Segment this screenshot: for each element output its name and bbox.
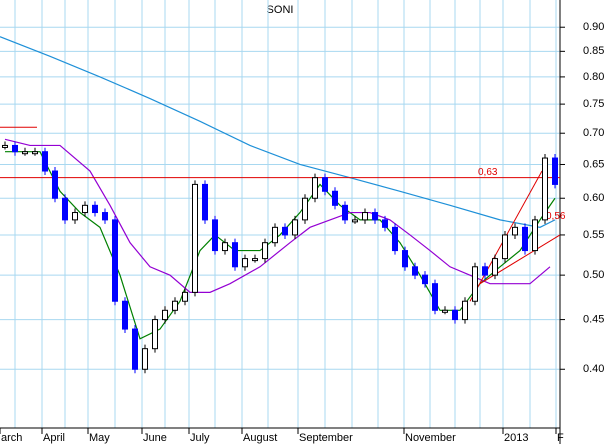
price-candle [352,219,358,223]
price-candle [102,212,108,221]
y-tick-label: 0.90 [583,21,604,33]
price-candle [22,151,28,155]
price-candle [462,300,468,321]
price-candle [242,258,248,268]
price-candle [452,309,458,321]
price-candle [92,204,98,214]
price-candle [112,219,118,302]
x-tick-label: August [243,432,277,444]
price-candle [152,319,158,350]
price-candle [422,274,428,285]
y-tick-label: 0.70 [583,127,604,139]
moving-average [5,151,556,340]
price-candle [282,226,288,236]
y-tick-label: 0.80 [583,71,604,83]
price-candle [502,234,508,260]
price-candle [262,242,268,260]
price-candle [62,197,68,221]
price-candle [192,183,198,293]
price-candle [2,144,8,148]
price-candle [72,212,78,221]
y-tick-label: 0.45 [583,313,604,325]
price-candle [412,266,418,276]
price-candle [532,219,538,252]
x-tick-label: May [89,432,110,444]
line-label: 0,56 [546,211,566,222]
y-tick-label: 0.60 [583,192,604,204]
price-candle [472,266,478,302]
price-candle [12,144,18,153]
price-candle [482,266,488,276]
price-candle [182,291,188,302]
price-candle [32,151,38,155]
price-candle [512,226,518,236]
x-tick-label: September [299,432,353,444]
price-candle [342,204,348,221]
price-candle [162,309,168,321]
price-candle [172,300,178,311]
price-candle [222,242,228,252]
price-candle [522,226,528,252]
price-candle [372,212,378,221]
price-candle [392,226,398,252]
x-tick-label: April [43,432,65,444]
x-tick-label: November [405,432,456,444]
price-candle [362,212,368,221]
price-candle [252,258,258,262]
price-candle [322,177,328,192]
moving-average [4,138,551,293]
price-candle [382,219,388,228]
price-candle [302,197,308,221]
price-candle [132,328,138,370]
price-candle [292,219,298,236]
price-candle [542,157,548,221]
price-candle [442,309,448,313]
price-candle [42,151,48,172]
price-candle [82,204,88,214]
x-tick-label: 2013 [504,432,528,444]
y-tick-label: 0.50 [583,269,604,281]
chart-title: SONI [267,4,294,16]
y-tick-label: 0.40 [583,363,604,375]
line-label: 0,63 [478,167,498,178]
price-candle [52,170,58,199]
price-candle [272,226,278,244]
moving-average [0,36,556,228]
price-candle [552,157,558,185]
x-tick-label: June [143,432,167,444]
price-candle [122,300,128,330]
y-tick-label: 0.55 [583,229,604,241]
price-candle [232,242,238,268]
y-tick-label: 0.75 [583,98,604,110]
y-tick-label: 0.65 [583,158,604,170]
x-tick-label: July [190,432,210,444]
x-tick-label: arch [1,432,22,444]
price-candle [212,219,218,252]
price-candle [312,177,318,199]
price-candle [202,183,208,221]
price-candle [492,258,498,276]
price-candle [142,348,148,370]
price-candle [432,283,438,311]
price-candle [332,190,338,206]
y-tick-label: 0.85 [583,45,604,57]
plot-area [0,0,560,428]
price-candle [402,250,408,268]
